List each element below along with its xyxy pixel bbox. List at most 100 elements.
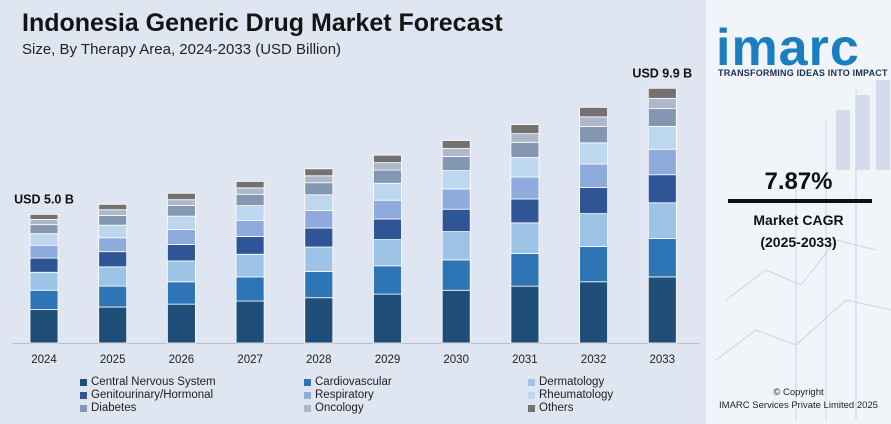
bar-segment-2024-0 [29, 309, 59, 344]
bar-segment-2025-0 [98, 306, 128, 344]
bar-segment-2027-0 [235, 300, 265, 344]
bar-segment-2029-4 [373, 199, 402, 220]
x-tick-label: 2028 [306, 354, 332, 366]
legend-swatch [304, 379, 311, 386]
bar-segment-2025-4 [98, 237, 128, 253]
bar-segment-2026-0 [166, 303, 196, 344]
bar-segment-2028-1 [304, 271, 334, 299]
bar-segment-2032-1 [579, 246, 608, 283]
bar-segment-2029-8 [373, 154, 402, 164]
bar-segment-2028-8 [304, 168, 334, 177]
bar-stack-2028 [304, 168, 334, 344]
chart-title: Indonesia Generic Drug Market Forecast [22, 9, 503, 37]
bar-segment-2028-0 [304, 297, 334, 344]
x-tick-label: 2027 [237, 354, 263, 366]
legend-swatch [528, 405, 535, 412]
bar-segment-2027-7 [235, 187, 265, 195]
cagr-value: 7.87% [764, 168, 833, 195]
bar-segment-2025-5 [98, 224, 128, 239]
bar-segment-2024-1 [29, 289, 59, 310]
bar-segment-2025-1 [98, 285, 128, 308]
bar-segment-2032-2 [579, 213, 608, 247]
bar-segment-2030-1 [441, 259, 471, 291]
bar-segment-2032-4 [579, 163, 608, 189]
bar-segment-2025-7 [98, 209, 128, 216]
imarc-logo: imarc [716, 19, 860, 77]
legend-item: Cardiovascular [304, 376, 392, 389]
legend-swatch [304, 392, 311, 399]
bar-segment-2026-3 [166, 244, 196, 262]
x-tick-label: 2024 [31, 354, 57, 366]
bar-stack-2033 [647, 87, 677, 344]
bar-segment-2031-7 [510, 133, 540, 143]
bar-segment-2025-3 [98, 251, 128, 268]
bar-segment-2025-6 [98, 214, 128, 226]
bar-segment-2031-2 [510, 222, 540, 254]
bar-stack-2024 [29, 213, 59, 344]
x-tick-label: 2025 [100, 354, 126, 366]
total-value-label: USD 9.9 B [632, 66, 692, 80]
bar-segment-2029-7 [373, 162, 402, 171]
bar-stack-2027 [235, 181, 265, 344]
bar-stack-2025 [98, 203, 128, 344]
bar-segment-2026-2 [166, 260, 196, 283]
legend-swatch [80, 405, 87, 412]
legend-label: Others [539, 402, 574, 414]
bar-segment-2033-6 [647, 108, 677, 127]
legend-label: Respiratory [315, 389, 374, 401]
background-graph-decoration [715, 80, 891, 420]
sidebar: imarc TRANSFORMING IDEAS INTO IMPACT 7.8… [706, 0, 891, 424]
bar-segment-2032-3 [579, 187, 608, 214]
bar-stack-2029 [373, 154, 402, 344]
legend-item: Central Nervous System [80, 376, 216, 389]
bar-segment-2024-5 [29, 233, 59, 246]
legend-swatch [80, 392, 87, 399]
bar-segment-2027-6 [235, 193, 265, 207]
bar-segment-2026-7 [166, 199, 196, 207]
bar-segment-2030-7 [441, 148, 471, 157]
bar-stack-2030 [441, 140, 471, 344]
total-value-label: USD 5.0 B [14, 192, 74, 206]
bar-segment-2029-1 [373, 265, 402, 295]
bar-segment-2025-2 [98, 266, 128, 287]
bar-segment-2028-4 [304, 210, 334, 229]
bar-segment-2026-5 [166, 215, 196, 230]
bar-segment-2029-6 [373, 169, 402, 184]
bar-segment-2031-0 [510, 285, 540, 344]
bar-segment-2024-4 [29, 244, 59, 259]
bar-segment-2026-1 [166, 281, 196, 305]
bar-segment-2028-3 [304, 227, 334, 248]
bar-segment-2033-3 [647, 174, 677, 204]
x-tick-label: 2029 [375, 354, 401, 366]
copyright-company: IMARC Services Private Limited 2025 [719, 400, 878, 411]
bar-segment-2031-4 [510, 176, 540, 200]
legend-item: Genitourinary/Hormonal [80, 389, 213, 402]
bar-stack-2031 [510, 124, 540, 344]
legend-label: Dermatology [539, 376, 605, 388]
bar-segment-2030-8 [441, 140, 471, 149]
bar-segment-2028-5 [304, 194, 334, 211]
bar-segment-2028-6 [304, 182, 334, 196]
legend-label: Diabetes [91, 402, 137, 414]
bar-segment-2028-2 [304, 246, 334, 272]
bar-segment-2027-2 [235, 253, 265, 278]
bar-segment-2032-0 [579, 281, 608, 344]
legend-label: Cardiovascular [315, 376, 392, 388]
bar-segment-2027-1 [235, 276, 265, 302]
bar-segment-2033-0 [647, 276, 677, 344]
bar-segment-2024-3 [29, 257, 59, 273]
bar-segment-2033-4 [647, 148, 677, 176]
legend-item: Rheumatology [528, 389, 613, 402]
bar-segment-2031-3 [510, 198, 540, 224]
bar-segment-2031-1 [510, 253, 540, 287]
legend-label: Oncology [315, 402, 364, 414]
cagr-divider [728, 199, 872, 203]
bar-segment-2024-6 [29, 224, 59, 235]
legend-item: Dermatology [528, 376, 604, 389]
legend-label: Central Nervous System [91, 376, 216, 388]
chart-legend: Central Nervous System Cardiovascular Derm… [80, 376, 680, 420]
legend-swatch [304, 405, 311, 412]
stacked-bar-chart: 2024 2025 2026 2027 2028 2029 2030 2031 2032 2033… [12, 66, 700, 366]
bar-segment-2030-5 [441, 170, 471, 190]
bar-segment-2030-2 [441, 231, 471, 261]
